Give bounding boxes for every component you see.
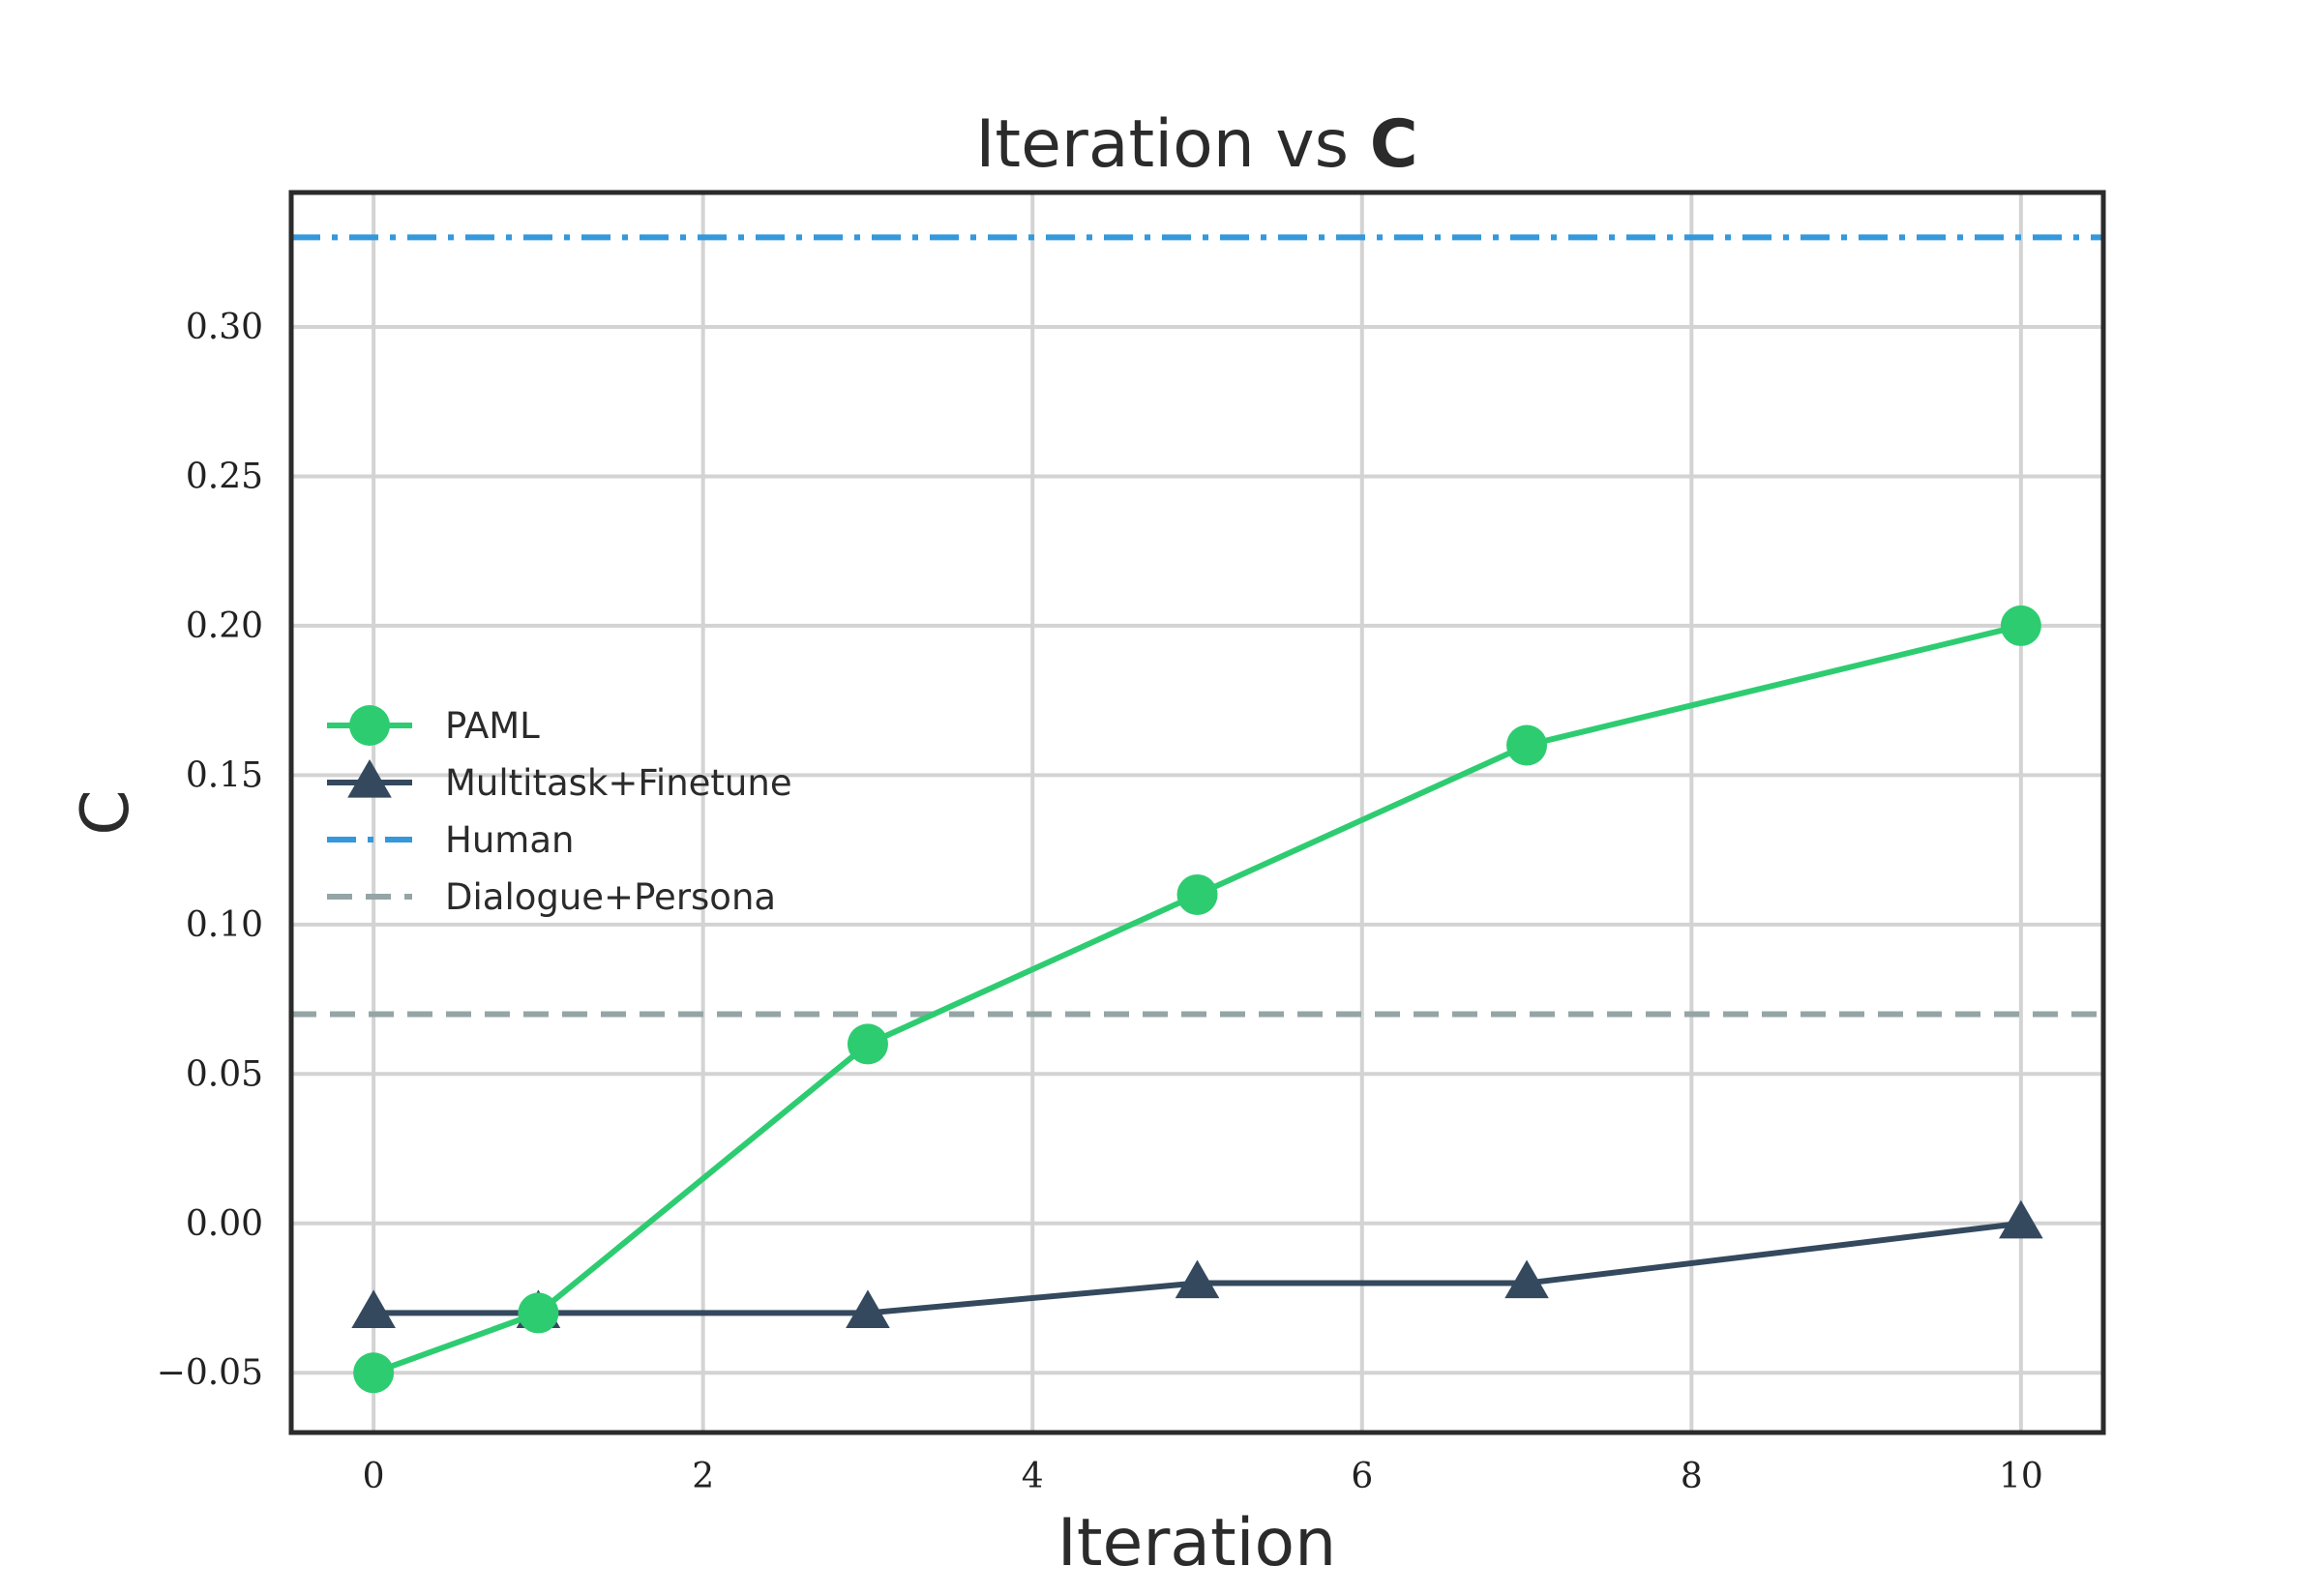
grid bbox=[291, 192, 2103, 1433]
legend: PAML Multitask+Finetune Human Dialogue+Pers… bbox=[327, 705, 792, 918]
y-tick-label: 0.05 bbox=[186, 1054, 263, 1094]
y-tick-label: 0.25 bbox=[186, 457, 263, 496]
data-point bbox=[1506, 724, 1548, 766]
x-tick-label: 8 bbox=[1681, 1457, 1703, 1496]
x-tick-label: 2 bbox=[692, 1457, 714, 1496]
data-point bbox=[1176, 873, 1218, 915]
y-axis-label: C bbox=[68, 789, 144, 835]
legend-label: PAML bbox=[445, 705, 540, 747]
legend-label: Human bbox=[445, 819, 574, 861]
data-point bbox=[518, 1292, 559, 1334]
series bbox=[351, 605, 2043, 1394]
legend-marker bbox=[347, 759, 392, 798]
y-tick-label: 0.30 bbox=[186, 308, 263, 347]
data-point bbox=[847, 1023, 888, 1065]
x-tick-label: 6 bbox=[1351, 1457, 1373, 1496]
tick-labels: 0 2 4 6 8 10 −0.05 0.00 0.05 0.10 0.15 0.20 0.25 0.30 bbox=[157, 308, 2043, 1496]
y-tick-label: 0.00 bbox=[186, 1204, 263, 1244]
x-tick-label: 10 bbox=[1999, 1457, 2043, 1496]
y-tick-label: −0.05 bbox=[157, 1353, 263, 1393]
legend-label: Multitask+Finetune bbox=[445, 762, 792, 804]
chart-title-prefix: Iteration vs bbox=[975, 106, 1369, 183]
series-line bbox=[372, 623, 2022, 1376]
data-point bbox=[1504, 1259, 1549, 1299]
legend-marker bbox=[349, 705, 390, 746]
x-axis-label: Iteration bbox=[1057, 1505, 1336, 1581]
data-point bbox=[846, 1289, 890, 1329]
x-tick-label: 4 bbox=[1022, 1457, 1044, 1496]
data-point bbox=[353, 1352, 395, 1394]
data-point bbox=[1175, 1259, 1220, 1299]
chart-title: Iteration vs C bbox=[975, 106, 1417, 183]
data-point bbox=[2000, 605, 2041, 646]
data-point bbox=[351, 1289, 396, 1329]
data-point bbox=[1999, 1199, 2043, 1239]
y-tick-label: 0.15 bbox=[186, 755, 263, 795]
x-tick-label: 0 bbox=[363, 1457, 385, 1496]
y-tick-label: 0.10 bbox=[186, 905, 263, 945]
series-line bbox=[373, 1220, 2022, 1316]
chart-title-bold: C bbox=[1370, 106, 1418, 183]
plot-frame bbox=[288, 190, 2106, 1435]
reference-lines bbox=[291, 234, 2103, 1018]
legend-label: Dialogue+Persona bbox=[445, 876, 776, 918]
y-tick-label: 0.20 bbox=[186, 606, 263, 646]
